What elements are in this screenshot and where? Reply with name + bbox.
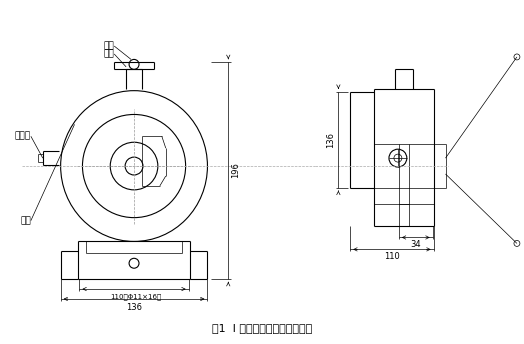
Text: 34: 34 (410, 240, 421, 249)
Text: 出线口: 出线口 (15, 132, 31, 141)
Text: 196: 196 (231, 163, 240, 179)
Text: 110（Φ11×16）: 110（Φ11×16） (111, 293, 161, 300)
Text: 136: 136 (126, 303, 142, 312)
Text: 136: 136 (326, 132, 335, 148)
Text: 图1  I 型拉绳开关外形结构简图: 图1 I 型拉绳开关外形结构简图 (212, 323, 312, 333)
Text: 110: 110 (384, 252, 400, 261)
Text: 壳体: 壳体 (20, 216, 31, 225)
Text: 拉环: 拉环 (103, 42, 114, 51)
Text: 摆臂: 摆臂 (103, 50, 114, 58)
